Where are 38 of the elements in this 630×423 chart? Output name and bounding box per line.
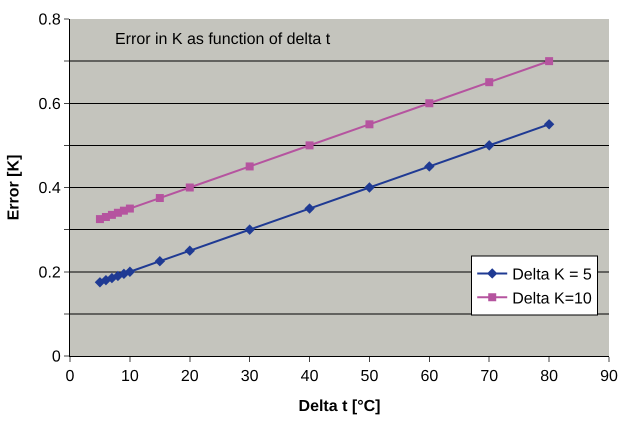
point (304, 203, 315, 214)
point (544, 119, 554, 130)
point (545, 57, 554, 66)
y-tick-label: 0 (52, 348, 61, 366)
x-tick-label: 40 (300, 368, 319, 386)
point (424, 161, 435, 172)
point (425, 99, 434, 108)
x-tick-label: 80 (540, 368, 558, 386)
point (124, 266, 136, 277)
point (186, 184, 194, 192)
point (126, 204, 134, 213)
point (364, 182, 375, 193)
text: Error in K as function of delta t (115, 31, 331, 48)
y-tick-label: 0.2 (38, 264, 61, 282)
y-tick-label: 0.6 (38, 96, 61, 113)
x-tick-label: 20 (180, 368, 199, 386)
x-tick-label: 50 (360, 368, 378, 386)
point (306, 141, 314, 150)
x-tick-label: 10 (120, 368, 139, 386)
point (246, 162, 254, 170)
legend-label: Delta K = 5 (512, 266, 592, 284)
point (484, 140, 494, 151)
point (184, 245, 195, 256)
point (156, 194, 164, 202)
x-tick-label: 70 (480, 368, 498, 386)
x-tick-label: 90 (600, 368, 618, 386)
point (365, 120, 374, 128)
x-tick-label: 0 (66, 368, 75, 386)
y-tick-label: 0.8 (38, 12, 61, 29)
x-tick-label: 60 (420, 368, 438, 386)
y-tick-label: 0.4 (38, 180, 61, 198)
legend-label: Delta K=10 (512, 290, 592, 308)
y-axis-title: Error [K] (5, 154, 22, 220)
x-axis-title: Delta t [°C] (298, 398, 380, 415)
x-tick-label: 30 (240, 368, 259, 386)
point (244, 224, 255, 235)
point (485, 78, 494, 86)
point (154, 256, 166, 266)
